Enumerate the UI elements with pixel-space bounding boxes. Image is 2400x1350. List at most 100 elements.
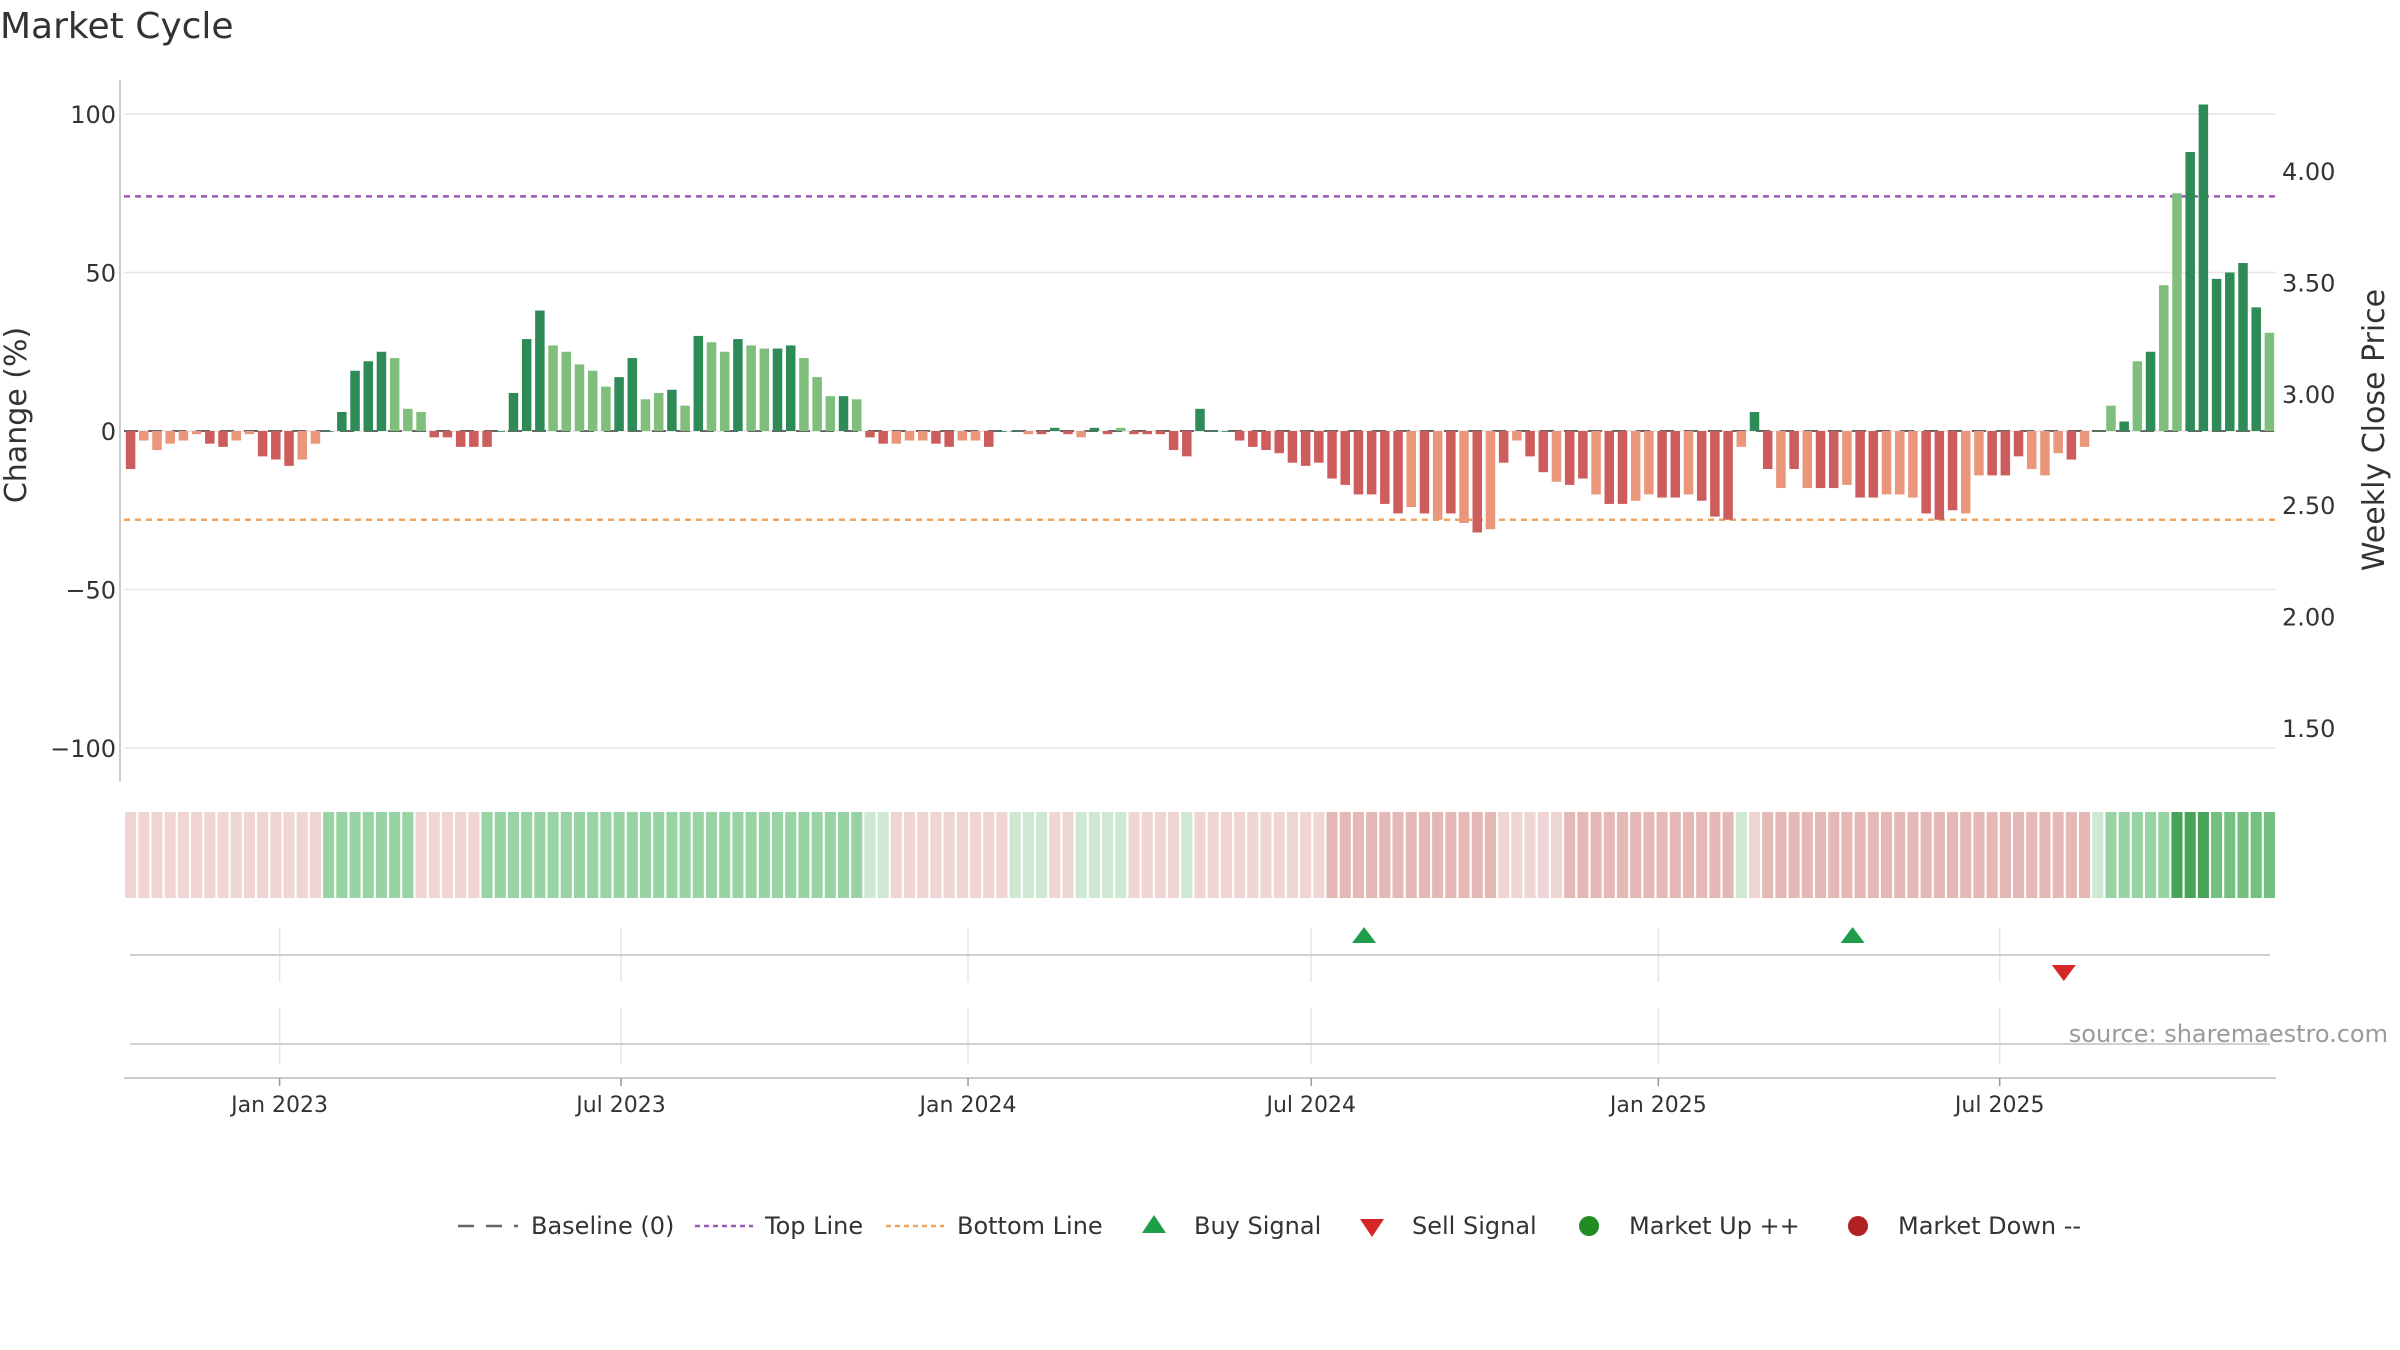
change-bar xyxy=(1116,427,1126,431)
change-bar xyxy=(1987,431,1997,476)
regime-cell xyxy=(309,812,321,898)
change-bar xyxy=(627,358,638,431)
regime-cell xyxy=(1088,812,1100,898)
regime-cell xyxy=(1709,812,1721,898)
y-tick-label: 50 xyxy=(85,260,116,288)
change-bar xyxy=(1789,431,1799,470)
x-axis: Jan 2023 Jul 2023 Jan 2024 Jul 2024 Jan 2025… xyxy=(124,1077,2276,1118)
change-bar xyxy=(667,389,677,431)
change-bar xyxy=(799,358,809,431)
change-bar xyxy=(310,431,321,444)
regime-cell xyxy=(771,812,784,898)
change-bar xyxy=(2132,361,2143,431)
legend-label-sell-signal: Sell Signal xyxy=(1412,1212,1537,1240)
change-bar xyxy=(2000,431,2011,476)
regime-cell xyxy=(1075,812,1087,898)
change-bar xyxy=(957,431,968,441)
regime-cell xyxy=(890,812,902,898)
regime-cell xyxy=(1880,812,1893,898)
regime-cell xyxy=(758,812,770,898)
regime-cell xyxy=(349,812,361,898)
change-bar xyxy=(2159,285,2169,431)
regime-cell xyxy=(1577,812,1589,898)
regime-cell xyxy=(151,812,163,898)
change-bar xyxy=(2066,431,2077,460)
change-bar xyxy=(2053,431,2063,454)
change-bar xyxy=(693,335,704,431)
change-bar xyxy=(1221,431,1232,432)
regime-cell xyxy=(639,812,652,898)
regime-cell xyxy=(1722,812,1734,898)
change-bar xyxy=(416,411,426,431)
regime-cell xyxy=(1907,812,1919,898)
regime-cell xyxy=(1960,812,1972,898)
regime-cell xyxy=(1154,812,1166,898)
regime-cell xyxy=(1973,812,1985,898)
regime-cell xyxy=(389,812,401,898)
regime-cell xyxy=(296,812,308,898)
regime-cell xyxy=(1313,812,1325,898)
regime-cell xyxy=(1405,812,1417,898)
legend-label-buy-signal: Buy Signal xyxy=(1194,1212,1321,1240)
change-bar xyxy=(442,431,453,438)
regime-cell xyxy=(996,812,1008,898)
change-bar xyxy=(1498,431,1509,463)
change-bar xyxy=(337,411,347,431)
regime-cell xyxy=(560,812,572,898)
regime-cell xyxy=(1894,812,1906,898)
change-bar xyxy=(1630,431,1641,501)
change-bar xyxy=(1380,431,1390,504)
regime-cell xyxy=(1498,812,1510,898)
regime-cell xyxy=(904,812,916,898)
regime-cell xyxy=(1643,812,1655,898)
regime-cell xyxy=(1775,812,1787,898)
change-bar xyxy=(1142,431,1152,435)
regime-cell xyxy=(1828,812,1840,898)
change-bar xyxy=(165,431,175,444)
regime-cell xyxy=(851,812,863,898)
regime-cell xyxy=(2158,812,2170,898)
regime-cell xyxy=(547,812,559,898)
change-bar xyxy=(469,431,479,447)
change-bar xyxy=(1432,431,1443,520)
legend-swatch-buy-signal xyxy=(1142,1215,1166,1233)
regime-cell xyxy=(468,812,480,898)
regime-cell xyxy=(270,812,282,898)
y2-tick-label: 2.00 xyxy=(2282,604,2335,632)
change-bar xyxy=(891,431,902,444)
change-bar xyxy=(2106,405,2116,431)
change-bar xyxy=(1300,431,1311,466)
chart-title: Market Cycle xyxy=(0,6,234,47)
change-bar xyxy=(706,342,717,431)
regime-cell xyxy=(230,812,242,898)
x-tick-label: Jan 2023 xyxy=(229,1093,328,1118)
regime-cell xyxy=(1141,812,1153,898)
regime-cell xyxy=(441,812,454,898)
change-bar xyxy=(548,345,558,431)
regime-cell xyxy=(402,812,414,898)
change-bar xyxy=(680,405,690,431)
change-bar xyxy=(1855,431,1865,498)
change-bar xyxy=(1102,431,1113,435)
change-bar xyxy=(574,364,585,431)
regime-cell xyxy=(1036,812,1048,898)
change-bar xyxy=(1063,431,1073,435)
legend-swatch-sell-signal xyxy=(1360,1219,1384,1237)
regime-cell xyxy=(1656,812,1668,898)
legend-label-bottom-line: Bottom Line xyxy=(957,1212,1103,1240)
regime-cell xyxy=(2039,812,2051,898)
regime-cell xyxy=(1762,812,1774,898)
regime-cell xyxy=(1920,812,1932,898)
regime-cell xyxy=(1669,812,1681,898)
regime-cell xyxy=(1168,812,1180,898)
change-bar xyxy=(653,392,664,431)
change-bar xyxy=(1406,431,1416,508)
change-bar xyxy=(1036,431,1047,435)
regime-cell xyxy=(507,812,520,898)
y2-tick-label: 3.50 xyxy=(2282,269,2335,297)
change-bar xyxy=(2079,431,2090,447)
change-bar xyxy=(508,392,519,431)
regime-cell xyxy=(204,812,216,898)
y-tick-label: 100 xyxy=(70,101,116,129)
change-bar xyxy=(1749,411,1760,431)
